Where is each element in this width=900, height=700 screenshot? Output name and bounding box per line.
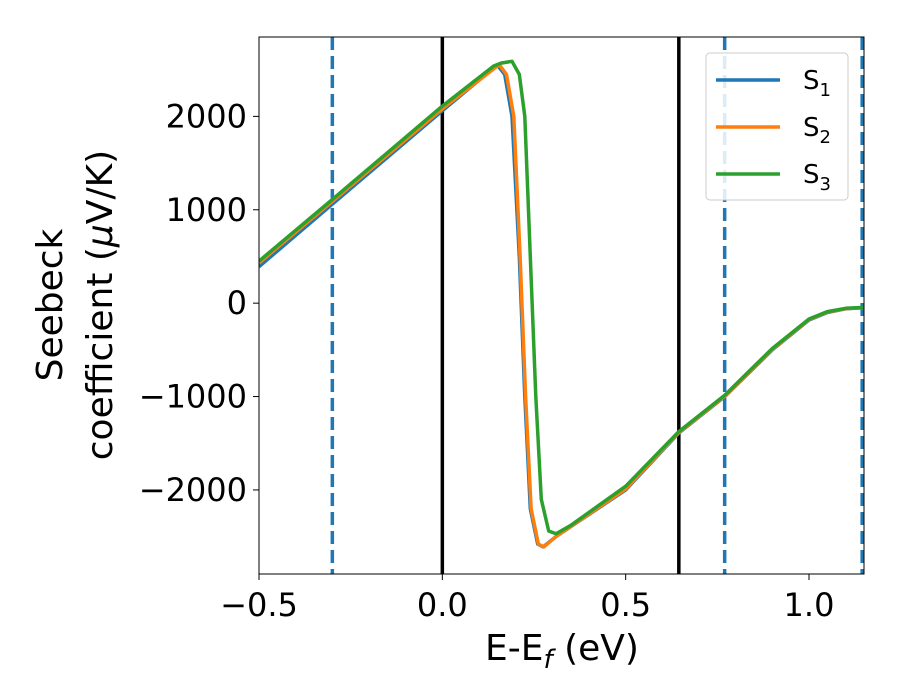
- x-tick-label-0: −0.5: [220, 586, 298, 624]
- series-lines: [259, 59, 864, 549]
- y-tick-label-3: 1000: [166, 191, 247, 229]
- legend-label-3: S3: [803, 160, 831, 195]
- x-tick-label-2: 0.5: [600, 586, 651, 624]
- x-axis-title: E-Ef (eV): [485, 628, 639, 675]
- y-axis-title-line2: coefficient (μV/K): [80, 150, 121, 460]
- y-tick-label-1: −1000: [139, 378, 247, 416]
- y-axis: −2000 −1000 0 1000 2000: [139, 97, 259, 509]
- y-tick-label-0: −2000: [139, 471, 247, 509]
- y-tick-label-2: 0: [227, 284, 247, 322]
- legend-label-2: S2: [803, 113, 831, 148]
- x-tick-label-3: 1.0: [784, 586, 835, 624]
- y-tick-label-4: 2000: [166, 97, 247, 135]
- x-axis: −0.5 0.0 0.5 1.0: [220, 574, 834, 624]
- legend-label-1: S1: [803, 66, 831, 101]
- legend: S1 S2 S3: [705, 52, 849, 201]
- x-axis-title-unit: (eV): [553, 628, 639, 669]
- y-axis-title: Seebeck coefficient (μV/K): [30, 150, 121, 460]
- x-tick-label-1: 0.0: [417, 586, 468, 624]
- series-line-3: [259, 59, 864, 536]
- plot-frame: [258, 36, 865, 575]
- y-axis-title-line1: Seebeck: [30, 228, 71, 381]
- y-axis-title-mu: μ: [80, 224, 121, 248]
- reference-lines: [330, 37, 864, 574]
